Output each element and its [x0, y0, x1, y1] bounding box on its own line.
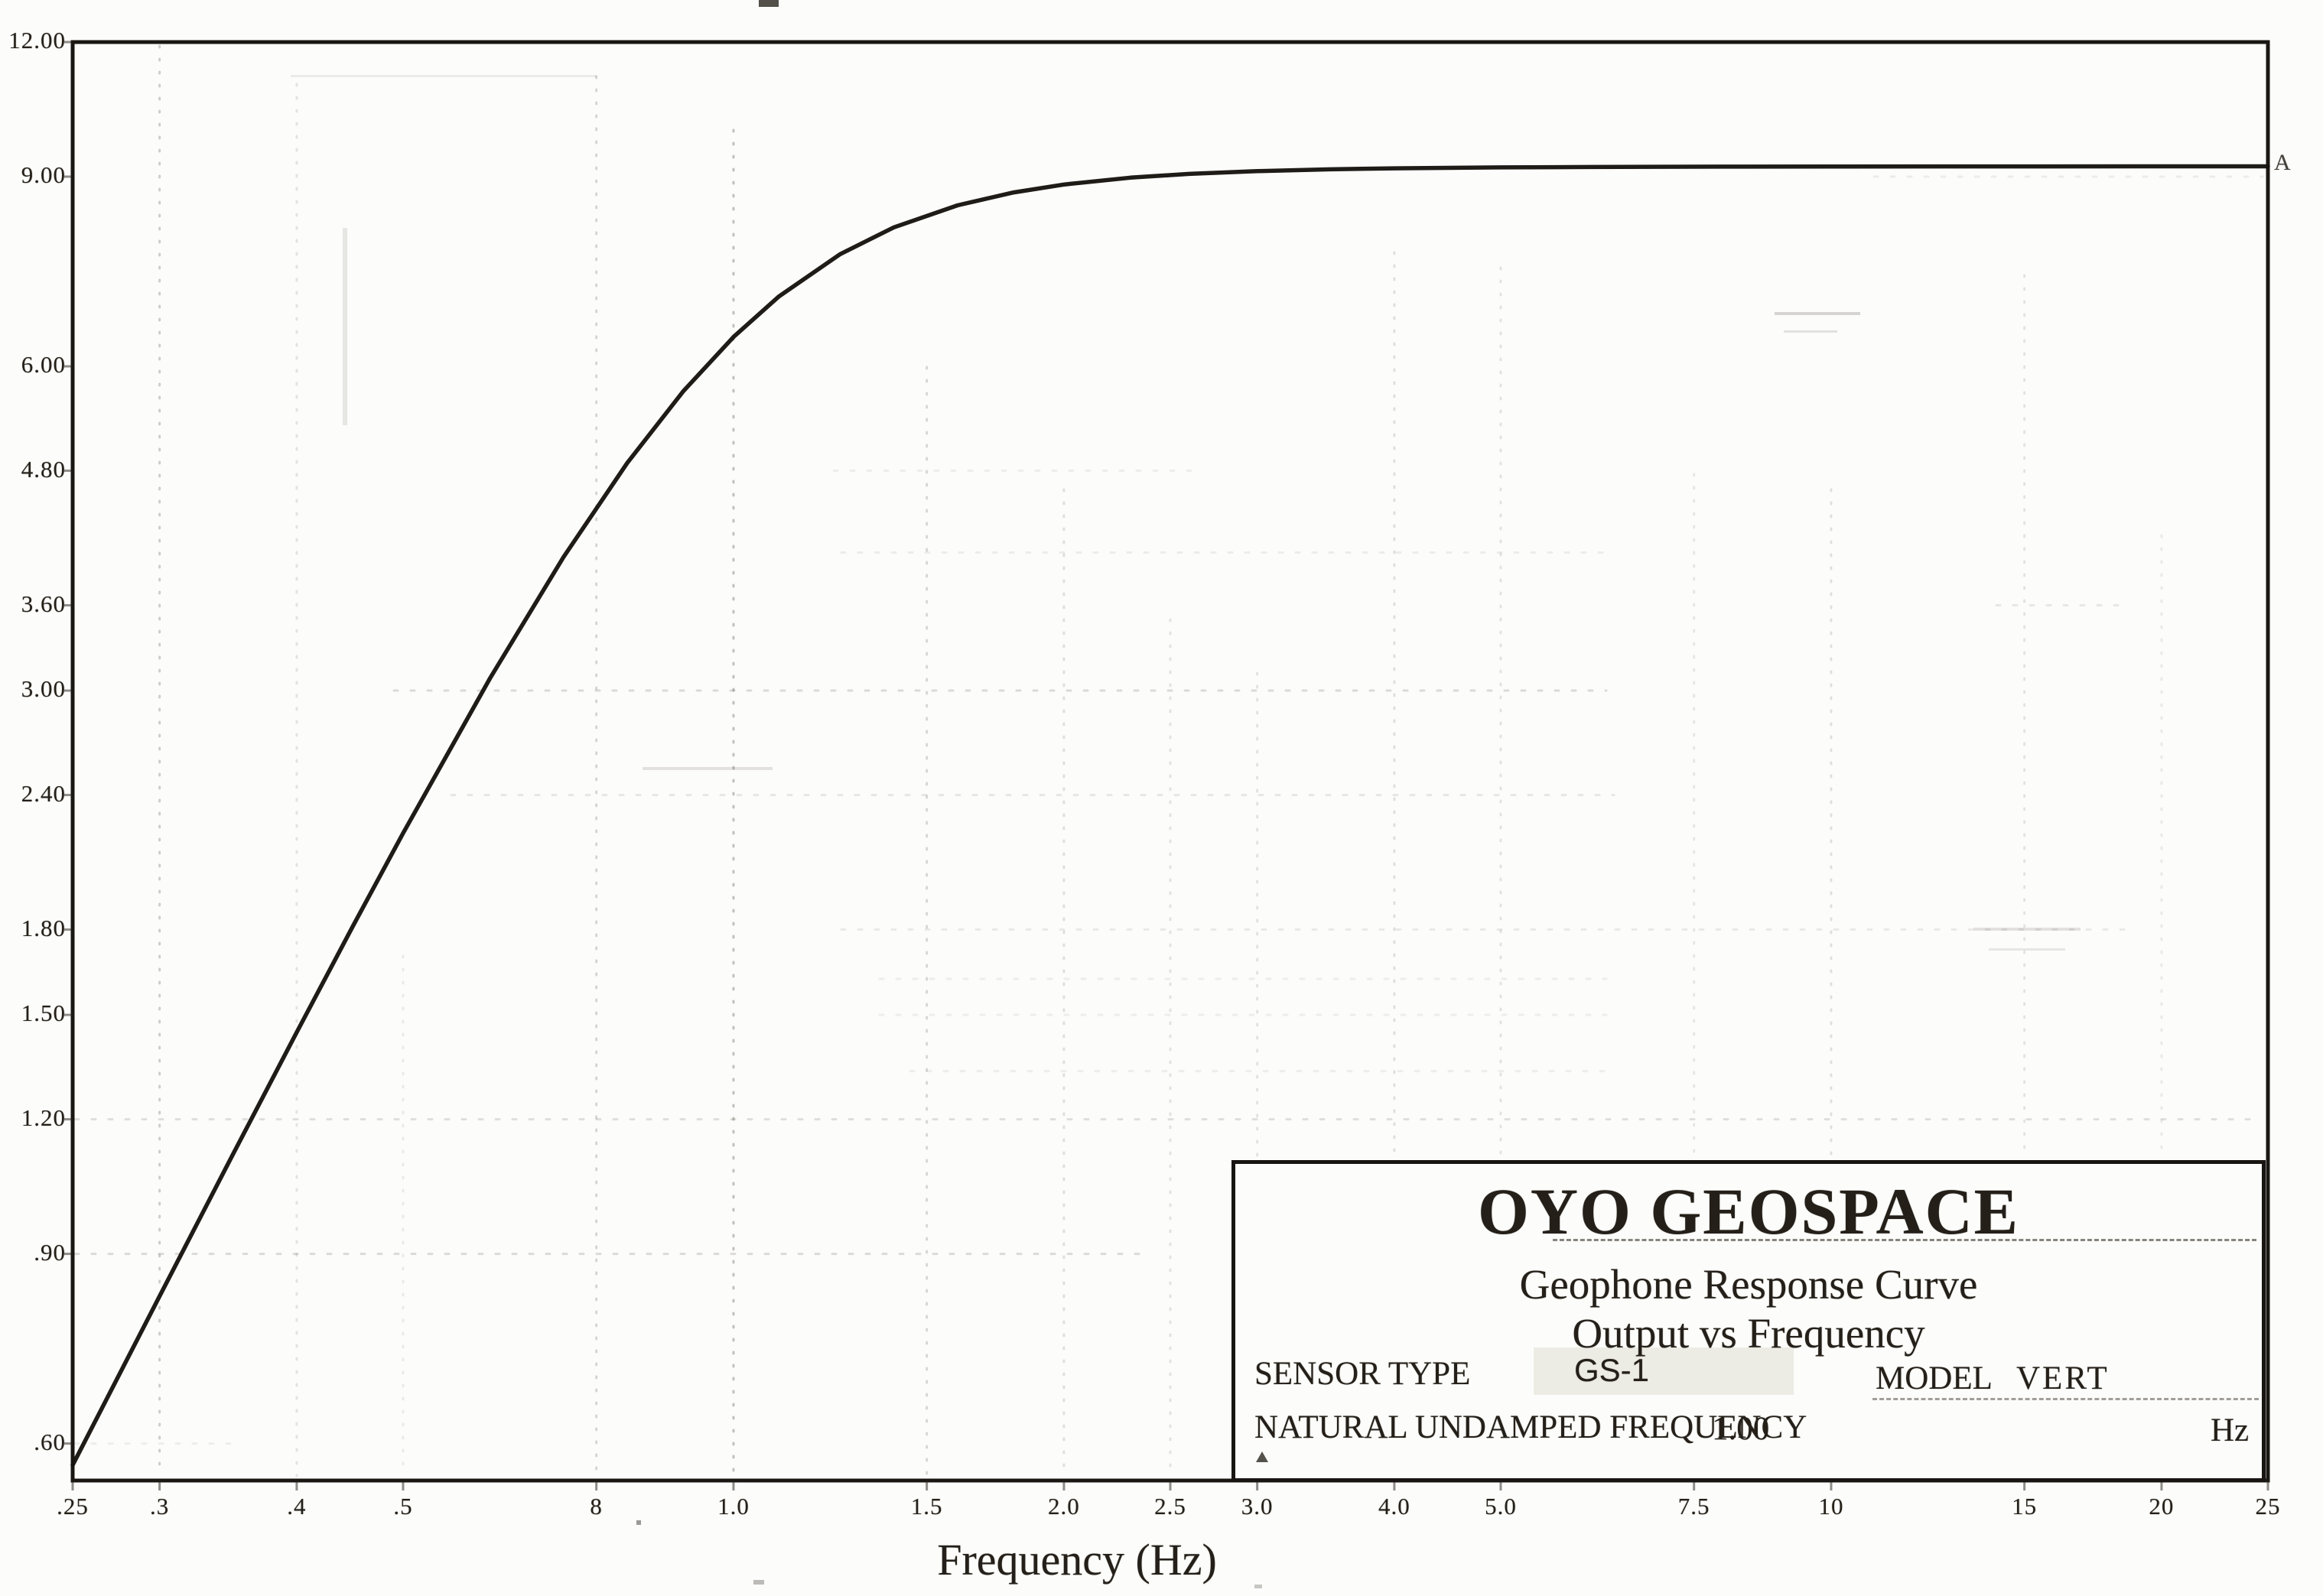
x-tick-label: .5	[393, 1493, 413, 1520]
y-tick-label: .60	[34, 1428, 66, 1455]
y-tick-label: 3.00	[21, 675, 66, 703]
asymptote-marker: A	[2274, 149, 2291, 175]
y-tick-label: 1.50	[21, 1000, 66, 1027]
x-tick-label: 10	[1818, 1493, 1844, 1520]
x-tick-label: 1.5	[910, 1493, 943, 1520]
x-tick-label: 2.5	[1154, 1493, 1186, 1520]
scan-artifact	[291, 75, 597, 77]
scan-artifact	[643, 767, 773, 770]
model-label: MODEL	[1876, 1360, 1993, 1396]
natural-frequency-label: NATURAL UNDAMPED FREQUENCY	[1254, 1409, 1807, 1445]
scan-artifact	[1973, 928, 2081, 931]
x-tick-label: 25	[2255, 1493, 2281, 1520]
y-tick-label: .90	[34, 1238, 66, 1266]
scan-artifact	[1775, 312, 1860, 315]
x-tick-label: 1.0	[717, 1493, 750, 1520]
y-tick-label: 3.60	[21, 590, 66, 617]
scan-artifact	[1784, 330, 1837, 333]
x-tick-label: 3.0	[1241, 1493, 1274, 1520]
scan-artifact	[343, 228, 347, 425]
stray-triangle-mark	[1256, 1451, 1268, 1462]
scan-artifact	[753, 1580, 764, 1585]
scan-artifact	[1989, 948, 2065, 951]
natural-frequency-value: 1.00	[1712, 1411, 1770, 1447]
chart-title-line1: Geophone Response Curve	[1519, 1261, 1978, 1308]
y-tick-label: 12.00	[8, 27, 66, 54]
y-tick-label: 9.00	[21, 161, 66, 188]
scan-artifact	[759, 0, 779, 7]
x-tick-label: .25	[57, 1493, 89, 1520]
model-value: VERT	[2016, 1360, 2110, 1396]
brand-title: OYO GEOSPACE	[1477, 1175, 2020, 1248]
x-tick-label: 4.0	[1378, 1493, 1410, 1520]
sensor-value-highlight	[1534, 1347, 1794, 1395]
x-tick-label: 8	[590, 1493, 603, 1520]
scan-artifact	[1254, 1585, 1262, 1588]
chart-title-line2: Output vs Frequency	[1572, 1310, 1925, 1357]
separator-rule-top	[1553, 1239, 2256, 1241]
separator-rule-right	[1872, 1398, 2259, 1400]
x-tick-label: .4	[287, 1493, 307, 1520]
y-tick-label: 6.00	[21, 351, 66, 379]
x-axis-title: Frequency (Hz)	[937, 1535, 1217, 1585]
x-tick-label: 20	[2149, 1493, 2175, 1520]
natural-frequency-unit: Hz	[2211, 1412, 2250, 1448]
info-box	[1231, 1160, 2266, 1482]
scan-artifact	[636, 1520, 641, 1525]
x-tick-label: 7.5	[1677, 1493, 1710, 1520]
y-tick-label: 4.80	[21, 455, 66, 483]
response-curve	[70, 164, 2270, 1468]
sensor-type-label: SENSOR TYPE	[1254, 1356, 1471, 1392]
sensor-type-value: GS-1	[1574, 1352, 1650, 1388]
y-tick-label: 1.20	[21, 1104, 66, 1131]
y-tick-label: 2.40	[21, 779, 66, 807]
x-tick-label: 2.0	[1048, 1493, 1080, 1520]
x-tick-label: 5.0	[1485, 1493, 1517, 1520]
x-tick-label: .3	[150, 1493, 170, 1520]
x-tick-label: 15	[2012, 1493, 2038, 1520]
y-tick-label: 1.80	[21, 914, 66, 941]
